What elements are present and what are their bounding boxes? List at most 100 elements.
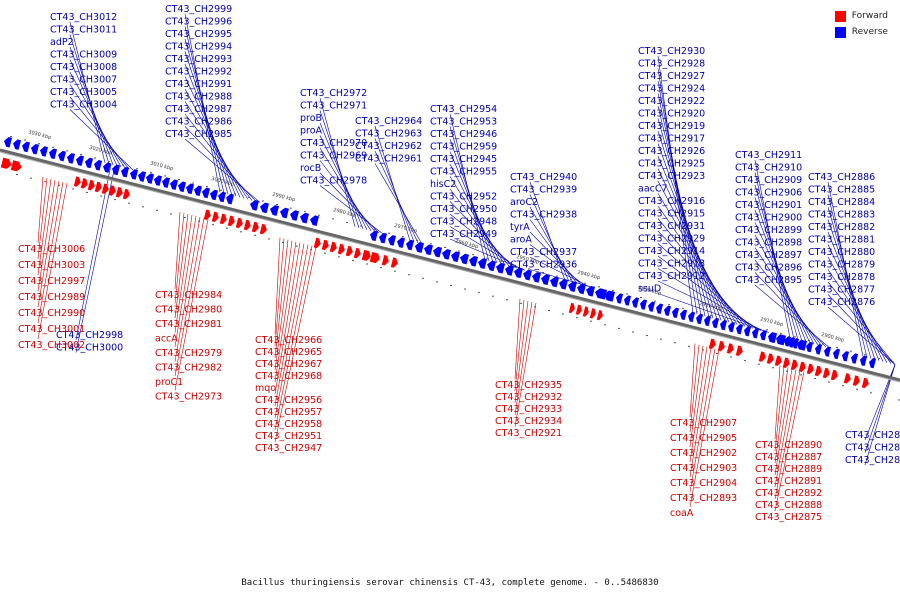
reverse-gene-label: CT43_CH2938 — [510, 210, 577, 221]
reverse-gene — [58, 150, 67, 162]
label-connector — [274, 243, 305, 407]
forward-gene-arrow — [115, 187, 123, 198]
forward-gene-arrow — [122, 188, 130, 200]
forward-gene-arrow — [798, 361, 806, 373]
label-connector — [184, 51, 233, 196]
reverse-gene — [770, 332, 778, 344]
reverse-gene-label: CT43_CH2987 — [165, 104, 232, 115]
label-connector — [827, 269, 892, 364]
reverse-gene-arrow — [146, 173, 155, 184]
reverse-gene — [202, 187, 211, 199]
reverse-gene — [146, 173, 155, 184]
reverse-gene-arrow — [370, 230, 379, 242]
reverse-gene — [559, 279, 568, 290]
forward-gene-arrow — [822, 367, 830, 379]
forward-gene — [372, 252, 380, 264]
reverse-gene-arrow — [112, 164, 121, 176]
forward-gene-label: CT43_CH2907 — [670, 418, 737, 429]
forward-gene — [782, 357, 790, 368]
forward-gene-label: proC1 — [155, 377, 183, 388]
forward-gene — [861, 377, 869, 389]
scale-tick-label: 3020 kbp — [89, 145, 113, 157]
label-connector — [69, 84, 126, 169]
reverse-gene-arrow — [770, 332, 778, 344]
reverse-gene — [478, 258, 487, 269]
reverse-gene-label: CT43_CH2884 — [808, 197, 875, 208]
reverse-gene-arrow — [218, 191, 227, 203]
forward-gene — [313, 237, 321, 249]
forward-gene — [329, 241, 337, 253]
reverse-gene-label: hisC2 — [430, 179, 456, 190]
reverse-gene-arrow — [672, 307, 680, 319]
label-connector — [319, 160, 376, 233]
label-connector — [449, 226, 522, 270]
reverse-gene-arrow — [550, 276, 559, 288]
reverse-gene-arrow — [688, 311, 696, 323]
reverse-gene-label: CT43_CH2886 — [808, 172, 875, 183]
reverse-gene-arrow — [22, 141, 31, 153]
reverse-gene — [487, 260, 496, 272]
forward-gene-label: CT43_CH2966 — [255, 335, 322, 346]
forward-gene-label: CT43_CH2979 — [155, 348, 222, 359]
forward-gene-label: CT43_CH3001 — [18, 324, 85, 335]
reverse-gene-label: CT43_CH2937 — [510, 247, 577, 258]
scale-tick: 3010 kbp — [150, 160, 174, 172]
label-connector — [514, 298, 521, 380]
label-connector — [374, 163, 423, 244]
reverse-gene-label: CT43_CH2930 — [638, 46, 705, 57]
reverse-gene-label: CT43_CH3000 — [56, 343, 123, 354]
label-connector — [529, 231, 582, 285]
reverse-gene-label: CT43_CH2877 — [808, 285, 875, 296]
forward-gene-arrow — [94, 181, 102, 193]
forward-gene-arrow — [227, 215, 235, 227]
reverse-gene-label: CT43_CH2962 — [355, 141, 422, 152]
forward-gene — [321, 239, 329, 251]
forward-gene — [830, 369, 838, 381]
label-connector — [449, 163, 502, 265]
scale-tick: 2970 kbp — [394, 223, 418, 235]
reverse-gene — [433, 246, 442, 258]
forward-gene-label: CT43_CH2968 — [255, 371, 322, 382]
reverse-gene-label: CT43_CH2919 — [638, 121, 705, 132]
reverse-gene-label: CT43_CH2970 — [300, 138, 367, 149]
forward-gene-arrow — [353, 247, 361, 259]
forward-gene — [115, 187, 123, 198]
forward-gene-label: CT43_CH2935 — [495, 380, 562, 391]
reverse-gene-label: CT43_CH2898 — [735, 238, 802, 249]
label-connector — [374, 150, 419, 243]
label-connector — [75, 164, 112, 341]
label-connector — [529, 219, 578, 284]
reverse-gene — [94, 160, 103, 171]
reverse-gene-label: CT43_CH2928 — [638, 59, 705, 70]
reverse-gene — [250, 200, 259, 211]
reverse-gene-arrow — [736, 323, 744, 335]
forward-gene-label: CT43_CH2967 — [255, 359, 322, 370]
forward-gene — [211, 211, 219, 223]
reverse-gene-arrow — [624, 295, 632, 306]
forward-gene — [101, 183, 109, 194]
forward-gene-label: CT43_CH2957 — [255, 407, 322, 418]
reverse-gene-arrow — [505, 265, 514, 276]
label-connector — [514, 302, 537, 428]
label-connector — [449, 176, 506, 266]
reverse-gene-label: CT43_CH2876 — [808, 297, 875, 308]
reverse-gene-label: CT43_CH2936 — [510, 260, 577, 271]
forward-gene-label: CT43_CH2875 — [755, 512, 822, 523]
label-connector — [184, 138, 261, 203]
reverse-gene-arrow — [210, 189, 219, 201]
reverse-gene-arrow — [442, 249, 451, 260]
reverse-gene — [13, 139, 22, 150]
label-connector — [657, 243, 754, 329]
reverse-gene-arrow — [40, 146, 49, 157]
forward-gene-label: CT43_CH2990 — [18, 308, 85, 319]
label-connector — [689, 348, 716, 493]
reverse-gene — [752, 328, 760, 339]
reverse-gene-arrow — [13, 139, 22, 150]
forward-gene-label: CT43_CH2889 — [755, 464, 822, 475]
reverse-gene — [397, 237, 406, 249]
reverse-gene — [22, 141, 31, 153]
forward-gene-arrow — [726, 343, 734, 354]
forward-gene-label: CT43_CH2947 — [255, 443, 322, 454]
label-connector — [529, 194, 570, 282]
